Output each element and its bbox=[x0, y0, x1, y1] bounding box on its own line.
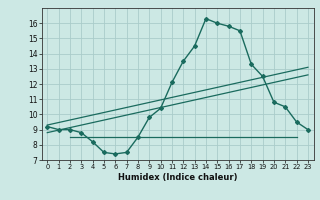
X-axis label: Humidex (Indice chaleur): Humidex (Indice chaleur) bbox=[118, 173, 237, 182]
